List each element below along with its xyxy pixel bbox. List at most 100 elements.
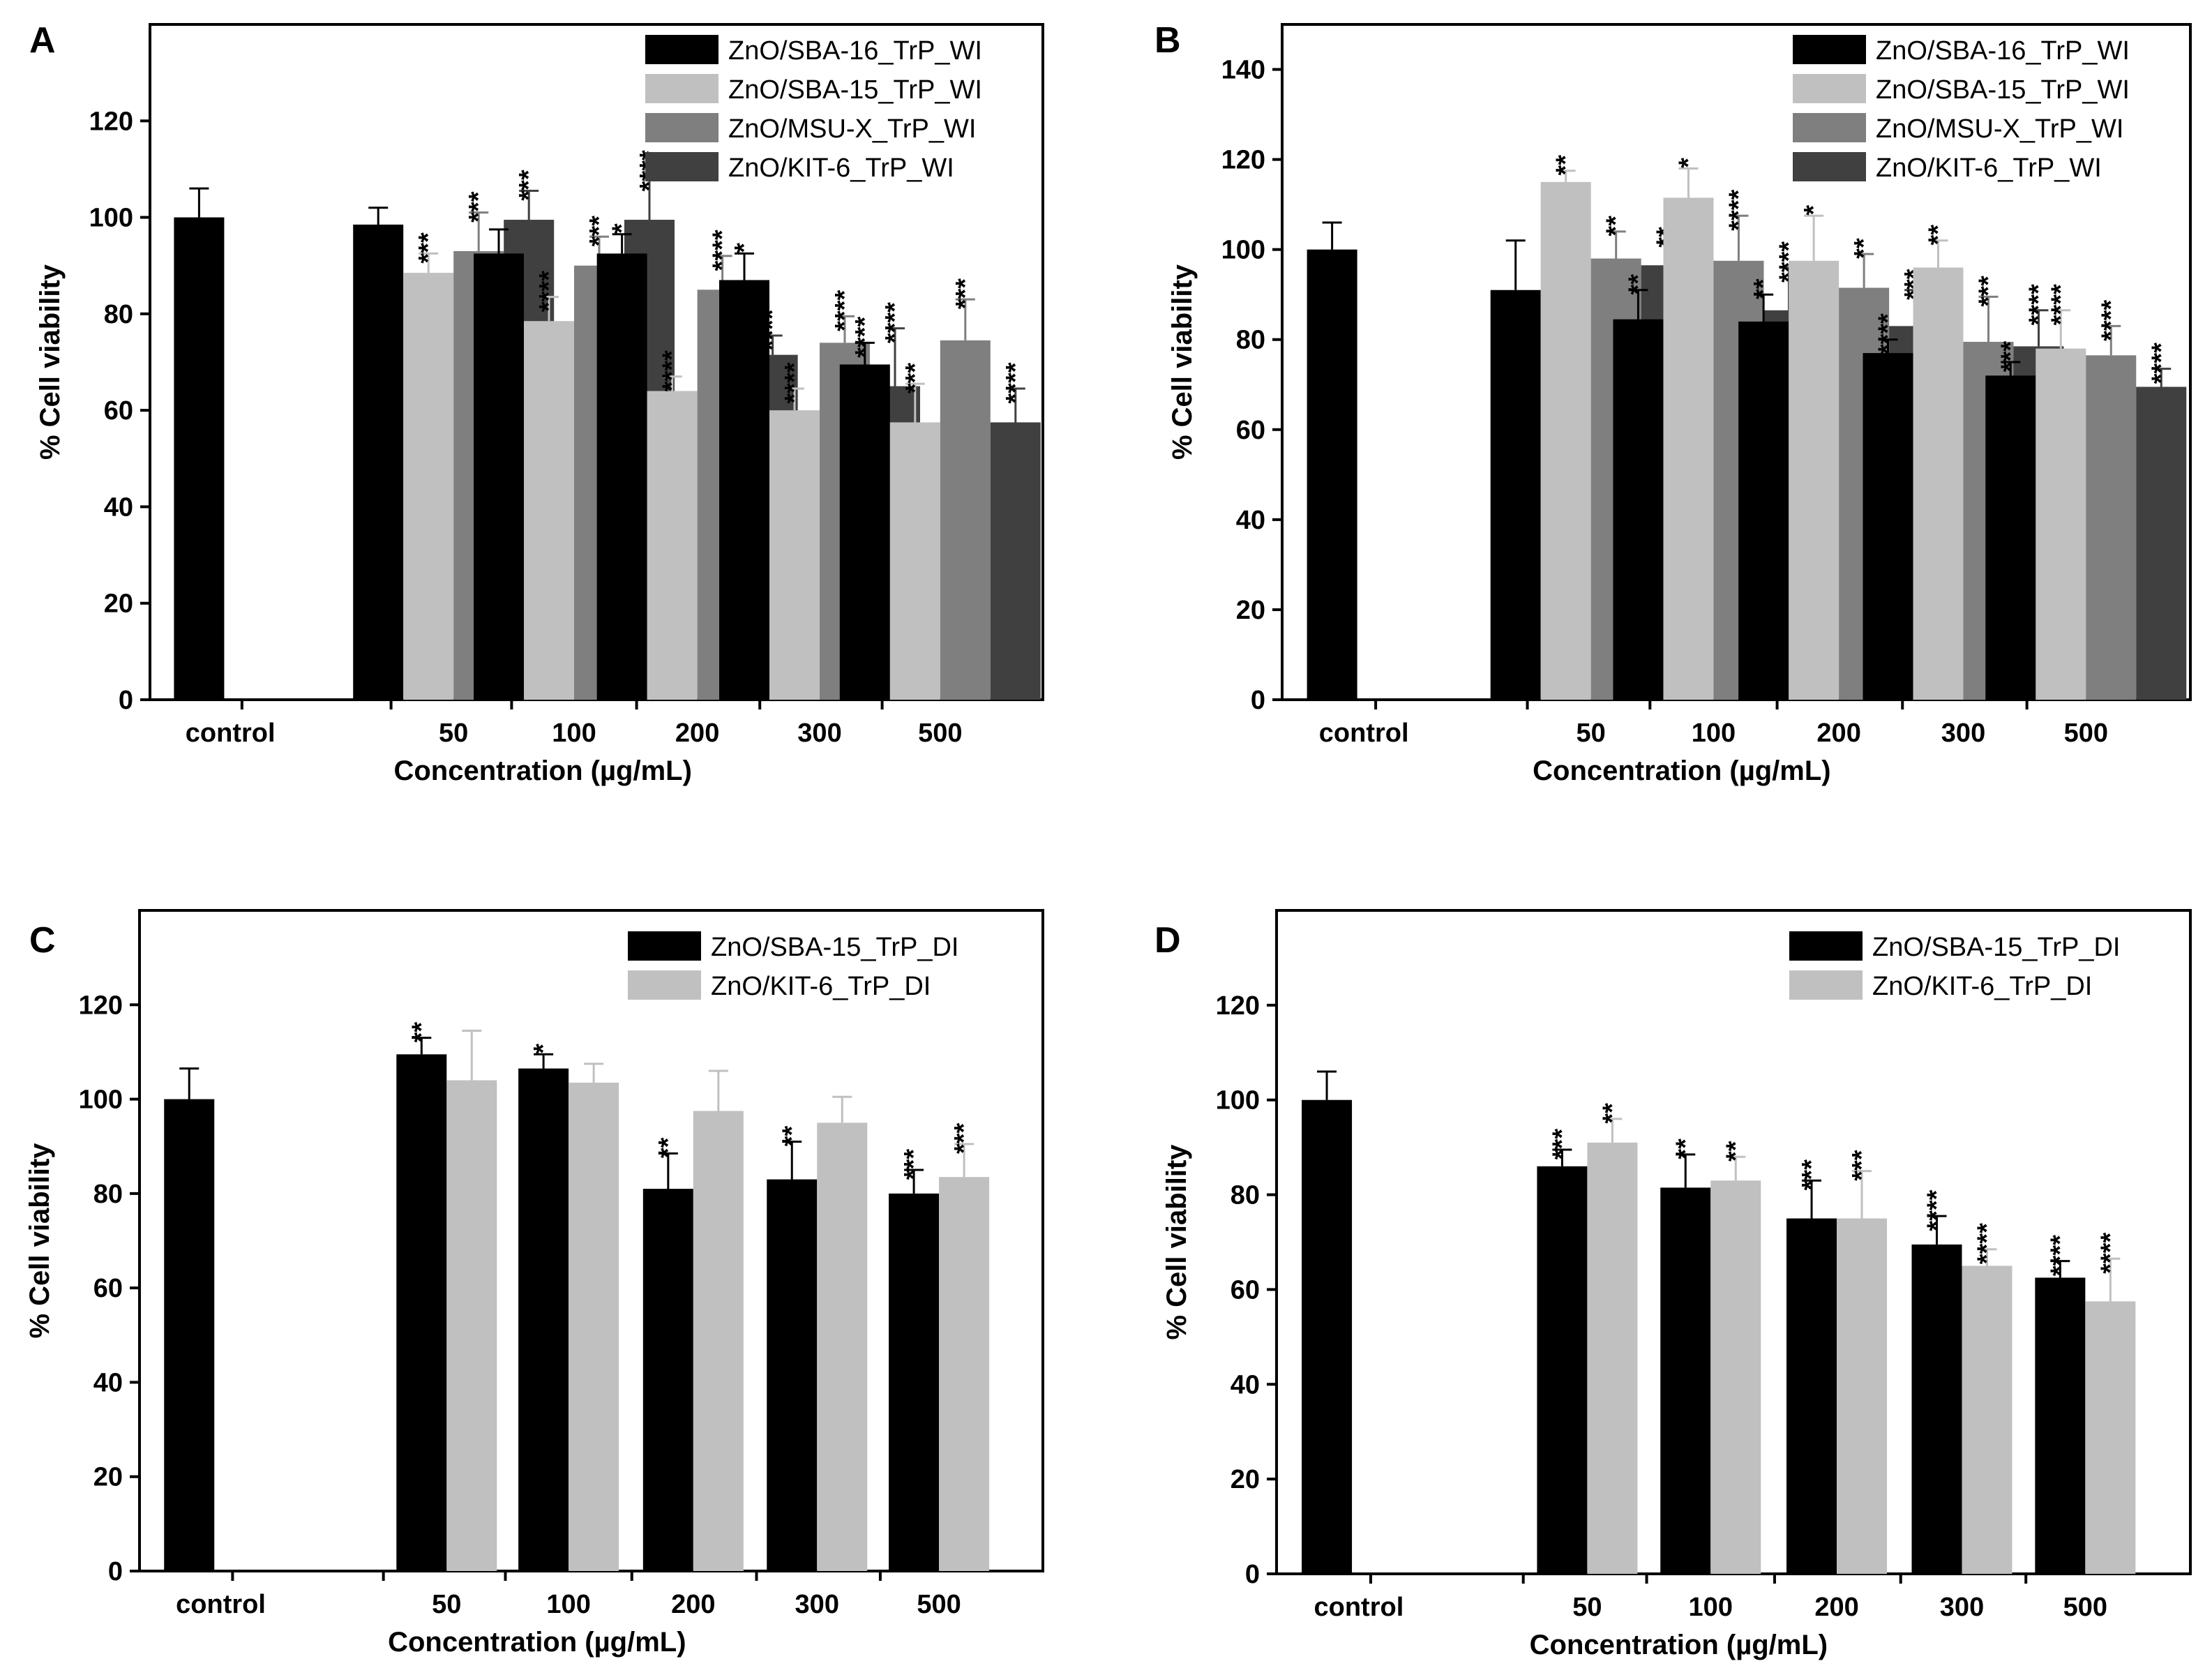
significance-stars: *** <box>1996 341 2025 373</box>
bar-zno-kit-6-trp-di <box>1587 1142 1638 1574</box>
y-axis-label: % Cell viability <box>1161 1144 1192 1340</box>
bar-zno-kit-6-trp-di <box>693 1111 744 1571</box>
significance-stars: *** <box>585 216 614 247</box>
legend-label: ZnO/SBA-15_TrP_WI <box>1876 75 2130 105</box>
bar-zno-sba-15-trp-wi <box>769 410 820 700</box>
bar-zno-kit-6-trp-di <box>939 1177 990 1571</box>
panel-C: C 0 20 40 60 80 100 120 % Cell viability control 5… <box>24 909 1044 1658</box>
legend-swatch <box>1789 931 1863 961</box>
significance-stars: **** <box>2046 284 2075 325</box>
y-axis-label: % Cell viability <box>24 1143 55 1339</box>
y-tick-label: 120 <box>79 991 123 1020</box>
x-tick-label: 50 <box>439 719 468 748</box>
x-axis-label: Concentration (µg/mL) <box>1533 756 1830 786</box>
significance-stars: *** <box>1847 1150 1876 1181</box>
x-tick-label: 300 <box>795 1590 839 1619</box>
legend-swatch <box>1793 113 1866 142</box>
bar-zno-kit-6-trp-di <box>817 1122 868 1571</box>
bar-zno-sba-15-trp-wi <box>2036 348 2086 700</box>
significance-stars: ** <box>654 1137 683 1158</box>
bar-zno-sba-15-trp-wi <box>1540 181 1591 700</box>
significance-stars: *** <box>414 232 443 264</box>
panel-D: D 0 20 40 60 80 100 120 % Cell viability control 5… <box>1154 909 2192 1660</box>
significance-stars: ** <box>1849 238 1879 259</box>
x-tick-label: 300 <box>797 719 841 748</box>
y-axis-label: % Cell viability <box>35 264 66 460</box>
significance-stars: *** <box>464 191 493 223</box>
y-tick-label: 80 <box>1231 1181 1260 1210</box>
y-tick-label: 60 <box>93 1274 123 1303</box>
legend-label: ZnO/MSU-X_TrP_WI <box>728 114 976 144</box>
x-axis-label: Concentration (µg/mL) <box>1530 1630 1828 1660</box>
legend-swatch <box>1793 152 1866 181</box>
significance-stars: * <box>1799 205 1828 216</box>
bar-zno-sba-16-trp-wi <box>1985 375 2036 700</box>
bar-zno-sba-16-trp-wi <box>474 253 524 700</box>
legend-label: ZnO/SBA-15_TrP_WI <box>728 75 982 105</box>
significance-stars: * <box>608 223 637 234</box>
y-axis-label: % Cell viability <box>1167 264 1198 460</box>
legend-swatch <box>1789 970 1863 1000</box>
panel-letter: D <box>1154 920 1181 961</box>
bar-zno-sba-16-trp-wi <box>353 224 404 700</box>
y-tick-label: 60 <box>1231 1275 1260 1305</box>
legend-label: ZnO/KIT-6_TrP_DI <box>711 972 931 1001</box>
y-tick-label: 20 <box>104 589 133 619</box>
x-tick-label: 50 <box>1572 1593 1602 1622</box>
panel-letter: B <box>1154 20 1181 61</box>
legend-swatch <box>1793 35 1866 64</box>
y-tick-label: 100 <box>89 204 133 233</box>
legend-label: ZnO/KIT-6_TrP_WI <box>728 153 954 183</box>
bar-zno-sba-15-trp-wi <box>1663 197 1714 700</box>
bar-zno-sba-16-trp-wi <box>1613 319 1664 700</box>
x-axis-label: Concentration (µg/mL) <box>393 756 691 786</box>
x-tick-label: 500 <box>2064 719 2108 748</box>
x-tick-label: 100 <box>546 1590 590 1619</box>
y-tick-label: 20 <box>93 1463 123 1492</box>
significance-stars: **** <box>2096 300 2126 341</box>
bar-zno-kit-6-trp-wi <box>990 422 1041 700</box>
significance-stars: *** <box>901 363 930 394</box>
significance-stars: *** <box>1547 1129 1577 1160</box>
significance-stars: **** <box>1001 362 1030 403</box>
x-tick-label: 300 <box>1941 719 1985 748</box>
significance-stars: **** <box>534 271 564 312</box>
x-tick-label: control <box>186 719 276 748</box>
significance-stars: ** <box>407 1022 436 1043</box>
significance-stars: **** <box>1923 1189 1952 1231</box>
x-tick-label: 200 <box>1816 719 1860 748</box>
bar-zno-sba-15-trp-wi <box>889 422 940 700</box>
x-tick-label: 200 <box>675 719 719 748</box>
significance-stars: ** <box>1597 1103 1627 1124</box>
significance-stars: **** <box>2096 1232 2125 1273</box>
legend-swatch <box>1793 74 1866 103</box>
y-tick-label: 20 <box>1236 596 1265 625</box>
significance-stars: **** <box>780 362 809 403</box>
y-tick-label: 80 <box>93 1180 123 1209</box>
significance-stars: *** <box>514 170 543 201</box>
x-tick-label: 200 <box>1814 1593 1858 1622</box>
bar-zno-kit-6-trp-di <box>1837 1218 1888 1574</box>
y-tick-label: 140 <box>1221 56 1265 85</box>
significance-stars: **** <box>708 230 737 271</box>
significance-stars: ** <box>1623 274 1653 295</box>
bar-zno-sba-15-trp-wi <box>647 391 698 700</box>
bar-zno-sba-15-trp-wi <box>1913 267 1964 700</box>
significance-stars: * <box>529 1044 558 1054</box>
legend-swatch <box>645 35 718 64</box>
y-tick-label: 120 <box>89 107 133 136</box>
bar-zno-sba-16-trp-wi <box>1863 353 1913 700</box>
y-tick-label: 100 <box>79 1086 123 1115</box>
x-tick-label: control <box>1314 1593 1404 1622</box>
legend-label: ZnO/KIT-6_TrP_DI <box>1872 972 2092 1001</box>
y-tick-label: 80 <box>1236 326 1265 355</box>
x-tick-label: 500 <box>917 1590 961 1619</box>
significance-stars: * <box>730 243 759 253</box>
bar-zno-sba-16-trp-wi <box>596 253 647 700</box>
legend-swatch <box>645 113 718 142</box>
bar-zno-sba-15-trp-di <box>1660 1187 1711 1574</box>
bar-zno-kit-6-trp-di <box>1710 1180 1761 1574</box>
legend-swatch <box>628 970 701 1000</box>
significance-stars: **** <box>1973 1223 2002 1264</box>
